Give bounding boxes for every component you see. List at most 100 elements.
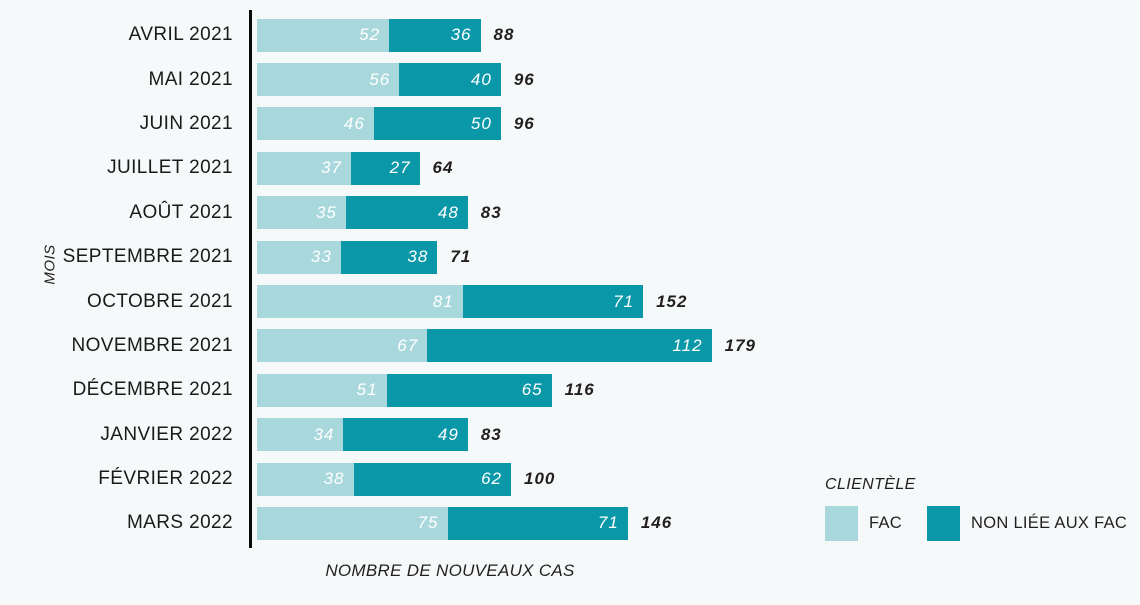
non-fac-segment[interactable]: 48: [345, 196, 468, 230]
stacked-bar: 34 49 83: [257, 418, 502, 452]
bar-rows: AVRIL 2021 52 36 88 MAI 2021 56 40 96 JU…: [0, 13, 1140, 546]
bar-row: JUILLET 2021 37 27 64: [0, 146, 1140, 190]
bar-row: JUIN 2021 46 50 96: [0, 102, 1140, 146]
fac-value-label: 38: [323, 469, 345, 489]
month-label: JANVIER 2022: [100, 423, 233, 445]
bar-row: SEPTEMBRE 2021 33 38 71: [0, 235, 1140, 279]
non-fac-segment[interactable]: 112: [427, 329, 712, 363]
stacked-bar: 46 50 96: [257, 107, 535, 141]
non-fac-color-swatch: [927, 506, 960, 541]
fac-value-label: 56: [369, 69, 391, 89]
fac-segment[interactable]: 52: [257, 18, 390, 52]
non-fac-segment[interactable]: 40: [399, 63, 501, 97]
non-fac-value-label: 38: [407, 247, 429, 267]
fac-segment[interactable]: 56: [257, 63, 400, 97]
stacked-bar: 75 71 146: [257, 506, 673, 540]
stacked-bar: 67 112 179: [257, 329, 757, 363]
non-fac-value-label: 27: [389, 158, 411, 178]
stacked-bar: 35 48 83: [257, 196, 502, 230]
fac-segment[interactable]: 46: [257, 107, 374, 141]
stacked-bar: 51 65 116: [257, 373, 595, 407]
non-fac-value-label: 65: [521, 380, 543, 400]
non-fac-value-label: 71: [597, 513, 619, 533]
non-fac-segment[interactable]: 50: [373, 107, 501, 141]
legend-items: FAC NON LIÉE AUX FAC: [825, 506, 1127, 541]
bar-row: MARS 2022 75 71 146: [0, 501, 1140, 545]
fac-value-label: 35: [315, 202, 337, 222]
fac-value-label: 37: [321, 158, 342, 178]
non-fac-segment[interactable]: 27: [350, 151, 420, 185]
non-fac-value-label: 48: [437, 202, 459, 222]
legend-item-fac: FAC: [825, 506, 902, 541]
non-fac-segment[interactable]: 71: [462, 285, 644, 319]
fac-segment[interactable]: 35: [257, 196, 346, 230]
fac-segment[interactable]: 34: [257, 418, 344, 452]
legend: CLIENTÈLE FAC NON LIÉE AUX FAC: [825, 476, 1127, 541]
month-label: AOÛT 2021: [129, 201, 233, 223]
plot-area: AVRIL 2021 52 36 88 MAI 2021 56 40 96 JU…: [0, 13, 1140, 546]
fac-segment[interactable]: 38: [257, 462, 354, 496]
non-fac-value-label: 40: [470, 69, 492, 89]
stacked-bar: 37 27 64: [257, 151, 453, 185]
non-fac-value-label: 49: [437, 424, 459, 444]
stacked-bar: 56 40 96: [257, 63, 535, 97]
stacked-bar: 38 62 100: [257, 462, 556, 496]
total-value-label: 152: [656, 291, 688, 311]
legend-title: CLIENTÈLE: [825, 476, 916, 493]
total-value-label: 96: [513, 113, 535, 133]
fac-segment[interactable]: 75: [257, 506, 448, 540]
fac-segment[interactable]: 67: [257, 329, 428, 363]
total-value-label: 146: [640, 513, 673, 533]
month-label: OCTOBRE 2021: [87, 290, 233, 312]
bar-row: MAI 2021 56 40 96: [0, 57, 1140, 101]
month-label: NOVEMBRE 2021: [71, 334, 233, 356]
non-fac-segment[interactable]: 49: [343, 418, 468, 452]
non-fac-segment[interactable]: 71: [447, 506, 628, 540]
bar-row: JANVIER 2022 34 49 83: [0, 413, 1140, 457]
stacked-bar: 81 71 152: [257, 285, 688, 319]
non-fac-segment[interactable]: 62: [353, 462, 511, 496]
non-fac-value-label: 36: [450, 25, 472, 45]
month-label: JUIN 2021: [139, 112, 233, 134]
fac-segment[interactable]: 37: [257, 151, 351, 185]
total-value-label: 116: [564, 380, 595, 400]
fac-segment[interactable]: 51: [257, 373, 387, 407]
total-value-label: 83: [480, 424, 502, 444]
month-label: SEPTEMBRE 2021: [62, 246, 233, 268]
stacked-bar: 52 36 88: [257, 18, 515, 52]
bar-row: AOÛT 2021 35 48 83: [0, 191, 1140, 235]
non-fac-segment[interactable]: 65: [386, 373, 552, 407]
legend-label-fac: FAC: [869, 514, 902, 532]
non-fac-value-label: 62: [481, 469, 502, 489]
bar-row: OCTOBRE 2021 81 71 152: [0, 279, 1140, 323]
non-fac-value-label: 112: [672, 335, 703, 355]
fac-value-label: 46: [343, 113, 365, 133]
bar-row: AVRIL 2021 52 36 88: [0, 13, 1140, 57]
y-axis-line: [249, 10, 252, 548]
non-fac-segment[interactable]: 38: [340, 240, 438, 274]
fac-value-label: 34: [313, 424, 335, 444]
fac-segment[interactable]: 33: [257, 240, 341, 274]
legend-label-non-liee-aux-fac: NON LIÉE AUX FAC: [971, 514, 1128, 532]
fac-value-label: 52: [359, 25, 381, 45]
month-label: AVRIL 2021: [128, 24, 233, 46]
total-value-label: 100: [523, 469, 556, 489]
legend-item-non-liee-aux-fac: NON LIÉE AUX FAC: [927, 506, 1127, 541]
non-fac-segment[interactable]: 36: [389, 18, 481, 52]
fac-value-label: 33: [310, 247, 332, 267]
x-axis-label: NOMBRE DE NOUVEAUX CAS: [325, 561, 575, 580]
bar-row: DÉCEMBRE 2021 51 65 116: [0, 368, 1140, 412]
bar-row: NOVEMBRE 2021 67 112 179: [0, 324, 1140, 368]
total-value-label: 96: [513, 69, 535, 89]
fac-value-label: 81: [432, 291, 454, 311]
total-value-label: 179: [724, 335, 757, 355]
bar-row: FÉVRIER 2022 38 62 100: [0, 457, 1140, 501]
fac-segment[interactable]: 81: [257, 285, 463, 319]
fac-value-label: 67: [397, 335, 419, 355]
total-value-label: 71: [450, 247, 472, 267]
month-label: JUILLET 2021: [107, 157, 233, 179]
total-value-label: 88: [493, 25, 515, 45]
fac-color-swatch: [825, 506, 858, 541]
month-label: FÉVRIER 2022: [98, 468, 233, 490]
